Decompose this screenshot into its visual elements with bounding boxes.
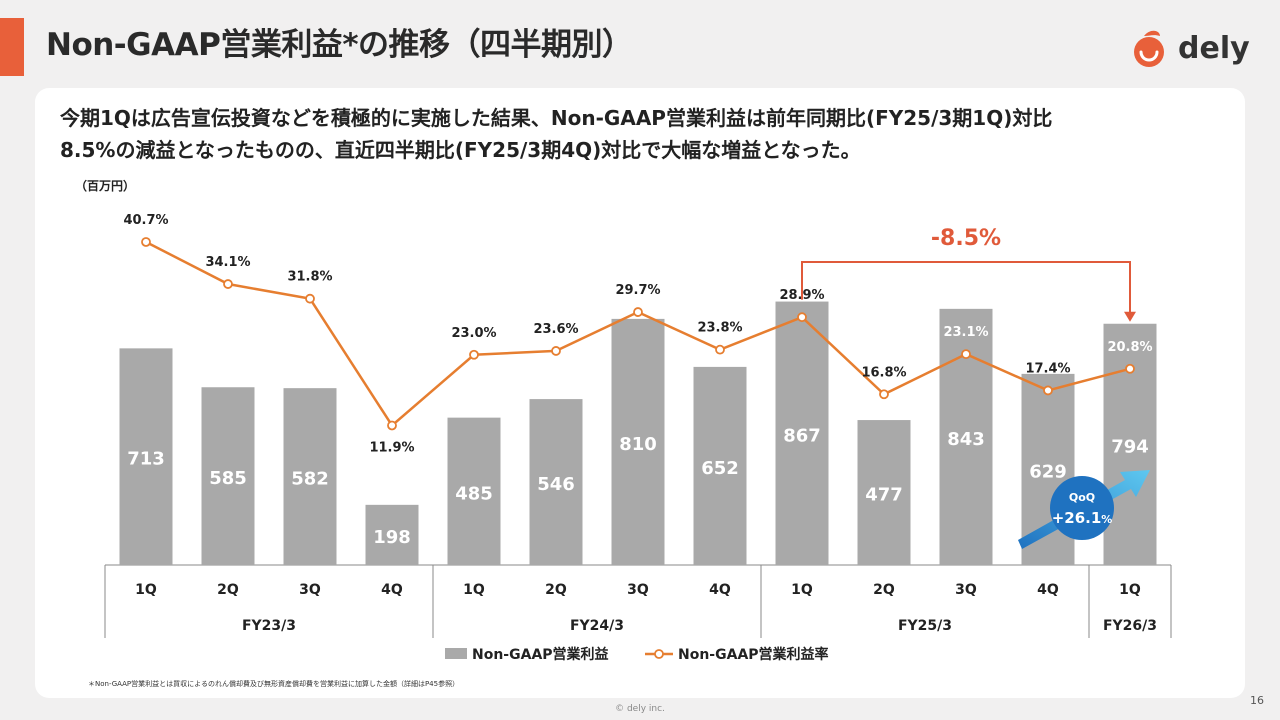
bar	[283, 388, 337, 565]
legend: Non-GAAP営業利益 Non-GAAP営業利益率	[445, 646, 829, 663]
yoy-comparison: -8.5%	[801, 226, 1136, 322]
headline: 今期1Qは広告宣伝投資などを積極的に実施した結果、Non-GAAP営業利益は前年…	[60, 102, 1052, 166]
quarter-label: 3Q	[299, 582, 321, 598]
bar	[857, 420, 911, 565]
bar	[775, 301, 829, 565]
margin-value-label: 17.4%	[1025, 361, 1070, 376]
margin-value-label: 34.1%	[205, 255, 250, 270]
margin-point	[879, 389, 889, 400]
legend-bar-label: Non-GAAP営業利益	[472, 646, 609, 663]
yoy-bracket-line	[801, 261, 1131, 314]
margin-point	[223, 279, 233, 289]
bar-series	[119, 301, 1157, 565]
margin-point	[141, 237, 151, 247]
quarter-label: 3Q	[955, 582, 977, 598]
margin-point	[961, 349, 971, 360]
quarter-label: 1Q	[463, 582, 485, 598]
yoy-arrow-head	[1124, 311, 1136, 322]
bar-value-label: 867	[783, 425, 821, 446]
headline-line-2: 8.5%の減益となったものの、直近四半期比(FY25/3期4Q)対比で大幅な増益…	[60, 138, 861, 162]
margin-value-label: 23.0%	[451, 326, 496, 341]
quarter-label: 4Q	[1037, 582, 1059, 598]
legend-bar-swatch	[445, 648, 467, 659]
bar-value-label: 485	[455, 483, 493, 504]
dely-logo-icon	[1134, 30, 1164, 67]
margin-value-label: 20.8%	[1107, 340, 1152, 355]
qoq-value-unit: %	[1101, 513, 1112, 526]
bar-value-label: 585	[209, 468, 247, 489]
logo-text: dely	[1178, 31, 1250, 66]
margin-value-label: 16.8%	[861, 365, 906, 380]
quarter-label: 4Q	[709, 582, 731, 598]
page-title: Non-GAAP営業利益*の推移（四半期別）	[46, 27, 633, 63]
quarter-label: 4Q	[381, 582, 403, 598]
bar	[201, 387, 255, 565]
unit-label: （百万円）	[75, 178, 135, 193]
margin-point	[1043, 385, 1053, 396]
fiscal-year-label: FY25/3	[898, 618, 952, 634]
bar-value-label: 713	[127, 449, 165, 470]
bar	[365, 504, 419, 565]
fiscal-year-label: FY24/3	[570, 618, 624, 634]
bar-value-labels: 713 585 582 198 485 546 810 652 867 477 843 629 794	[127, 425, 1149, 548]
margin-value-label: 23.6%	[533, 322, 578, 337]
bar	[447, 417, 501, 565]
qoq-badge: QoQ +26.1%	[1018, 470, 1150, 549]
margin-point	[1125, 363, 1135, 374]
margin-point	[633, 307, 643, 317]
bar-value-label: 582	[291, 469, 329, 490]
margin-point	[469, 349, 479, 360]
bar-value-label: 629	[1029, 461, 1067, 482]
bar-value-label: 546	[537, 474, 575, 495]
bar-value-label: 198	[373, 527, 411, 548]
qoq-value: +26.1%	[1052, 509, 1113, 527]
quarter-label: 2Q	[217, 582, 239, 598]
headline-line-1: 今期1Qは広告宣伝投資などを積極的に実施した結果、Non-GAAP営業利益は前年…	[60, 106, 1053, 130]
legend-line-label: Non-GAAP営業利益率	[678, 646, 829, 663]
fiscal-year-label: FY26/3	[1103, 618, 1157, 634]
margin-value-label: 40.7%	[123, 213, 168, 228]
quarter-label: 2Q	[873, 582, 895, 598]
quarter-label: 1Q	[135, 582, 157, 598]
bar-value-label: 810	[619, 434, 657, 455]
fiscal-year-label: FY23/3	[242, 618, 296, 634]
qoq-value-number: +26.1	[1052, 509, 1102, 527]
margin-point	[551, 346, 561, 356]
quarter-labels: 1Q 2Q 3Q 4Q 1Q 2Q 3Q 4Q 1Q 2Q 3Q 4Q 1Q	[135, 582, 1141, 598]
bar-value-label: 652	[701, 458, 739, 479]
qoq-label: QoQ	[1069, 491, 1095, 504]
margin-point	[305, 293, 315, 304]
legend-line-marker	[654, 649, 664, 659]
fiscal-year-labels: FY23/3 FY24/3 FY25/3 FY26/3	[242, 618, 1157, 634]
bar-value-label: 794	[1111, 436, 1149, 457]
bar	[693, 366, 747, 565]
quarter-label: 2Q	[545, 582, 567, 598]
footnote: ＊Non-GAAP営業利益とは買収によるのれん償却費及び無形資産償却費を営業利益…	[88, 680, 460, 688]
margin-value-label: 11.9%	[369, 440, 414, 455]
company-logo: dely	[1130, 28, 1255, 70]
quarter-label: 3Q	[627, 582, 649, 598]
bar	[611, 318, 665, 565]
margin-point	[715, 344, 725, 355]
bar-value-label: 477	[865, 485, 903, 506]
margin-value-label: 29.7%	[615, 283, 660, 298]
bar-value-label: 843	[947, 429, 985, 450]
qoq-circle	[1050, 476, 1114, 540]
margin-value-label: 23.8%	[697, 321, 742, 336]
bar	[119, 348, 173, 565]
quarter-label: 1Q	[791, 582, 813, 598]
copyright: © dely inc.	[615, 704, 665, 714]
margin-point	[797, 312, 807, 323]
title-accent-bar	[0, 18, 24, 76]
margin-value-label: 23.1%	[943, 325, 988, 340]
margin-point	[387, 420, 397, 431]
bar	[529, 399, 583, 565]
quarter-label: 1Q	[1119, 582, 1141, 598]
margin-value-label: 31.8%	[287, 270, 332, 285]
margin-line-series	[141, 237, 1135, 431]
yoy-change-label: -8.5%	[931, 226, 1001, 251]
page-number: 16	[1250, 694, 1264, 707]
